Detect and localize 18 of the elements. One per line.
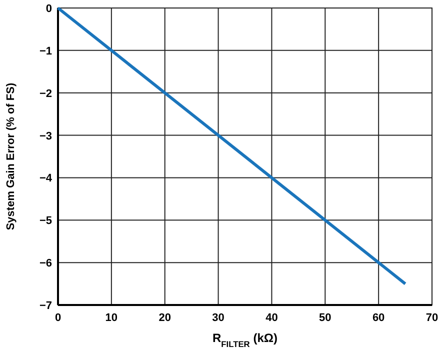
x-tick-label: 0 xyxy=(54,312,62,324)
x-tick-label: 70 xyxy=(426,312,438,324)
x-axis-title: R$_{FILTER}$ (kΩ) xyxy=(212,331,278,348)
x-tick-label: 30 xyxy=(212,312,224,324)
y-tick-label: −3 xyxy=(39,130,52,142)
x-tick-label: 40 xyxy=(266,312,278,324)
x-tick-label: 60 xyxy=(372,312,385,324)
x-tick-label: 10 xyxy=(105,312,118,324)
x-tick-label: 50 xyxy=(319,312,332,324)
y-tick-label: −4 xyxy=(39,172,53,185)
y-axis-title: System Gain Error (% of FS) xyxy=(5,82,17,230)
y-tick-label: −7 xyxy=(39,300,52,312)
y-tick-label: 0 xyxy=(46,3,52,15)
y-tick-label: −1 xyxy=(39,45,52,58)
y-tick-label: −6 xyxy=(39,258,52,270)
x-tick-label: 20 xyxy=(158,312,171,324)
y-tick-label: −2 xyxy=(39,88,52,100)
y-tick-label: −5 xyxy=(39,215,52,228)
